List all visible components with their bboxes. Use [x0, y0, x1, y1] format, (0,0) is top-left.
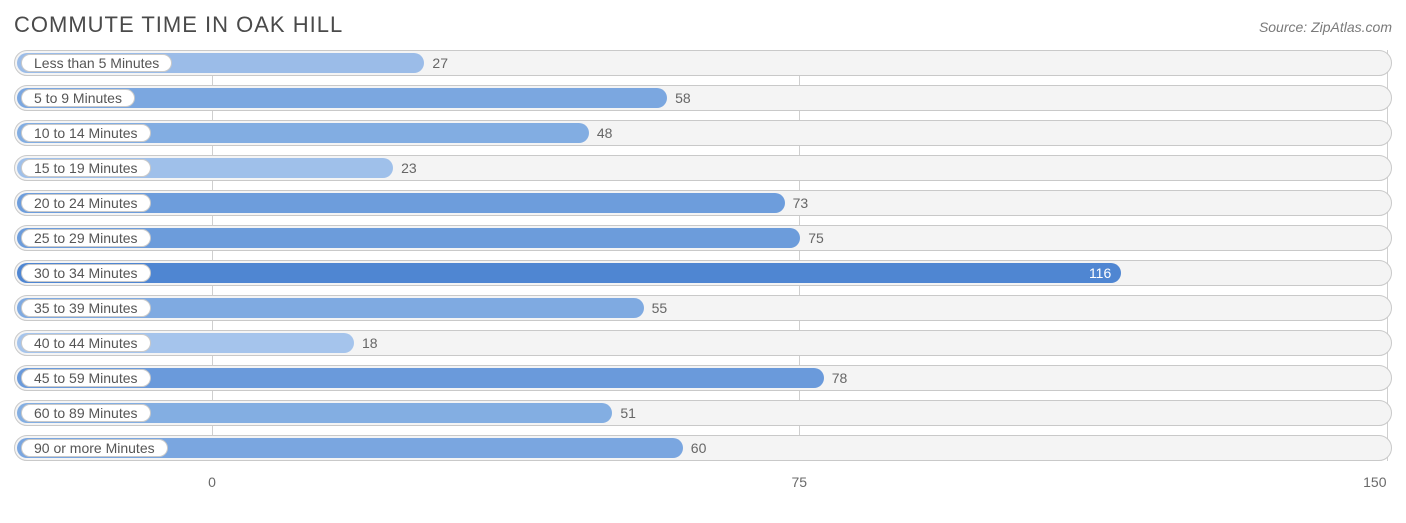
x-tick-label: 0 [208, 474, 216, 490]
bar-value-label: 75 [808, 226, 824, 250]
bar-value-label: 55 [652, 296, 668, 320]
bar-track: 40 to 44 Minutes 18 [14, 330, 1392, 356]
bar-track: 60 to 89 Minutes 51 [14, 400, 1392, 426]
bar-value-label: 78 [832, 366, 848, 390]
bar-track: 25 to 29 Minutes 75 [14, 225, 1392, 251]
bar-category-label: 20 to 24 Minutes [21, 194, 151, 212]
bar-category-label: 5 to 9 Minutes [21, 89, 135, 107]
bar-category-label: 90 or more Minutes [21, 439, 168, 457]
bar-category-label: 10 to 14 Minutes [21, 124, 151, 142]
bar-track: 10 to 14 Minutes 48 [14, 120, 1392, 146]
bar-track: Less than 5 Minutes 27 [14, 50, 1392, 76]
bar-track: 35 to 39 Minutes 55 [14, 295, 1392, 321]
bar-category-label: 45 to 59 Minutes [21, 369, 151, 387]
chart-title: COMMUTE TIME IN OAK HILL [14, 12, 343, 38]
bar-track: 5 to 9 Minutes 58 [14, 85, 1392, 111]
bar-value-label: 18 [362, 331, 378, 355]
bar-track: 15 to 19 Minutes 23 [14, 155, 1392, 181]
bar-track: 20 to 24 Minutes 73 [14, 190, 1392, 216]
bar-value-label: 23 [401, 156, 417, 180]
plot-area: Less than 5 Minutes 27 5 to 9 Minutes 58 10 … [14, 50, 1392, 498]
chart-container: COMMUTE TIME IN OAK HILL Source: ZipAtla… [0, 0, 1406, 523]
bar-value-label: 58 [675, 86, 691, 110]
bar-category-label: Less than 5 Minutes [21, 54, 172, 72]
x-tick-label: 75 [791, 474, 807, 490]
title-row: COMMUTE TIME IN OAK HILL Source: ZipAtla… [14, 12, 1392, 38]
bar-category-label: 30 to 34 Minutes [21, 264, 151, 282]
bar-value-label: 48 [597, 121, 613, 145]
bar-fill [17, 263, 1121, 283]
bar-track: 90 or more Minutes 60 [14, 435, 1392, 461]
bar-value-label: 116 [1089, 261, 1111, 285]
bar-category-label: 40 to 44 Minutes [21, 334, 151, 352]
bar-category-label: 60 to 89 Minutes [21, 404, 151, 422]
bar-category-label: 35 to 39 Minutes [21, 299, 151, 317]
chart-source: Source: ZipAtlas.com [1259, 19, 1392, 35]
x-axis: 0 75 150 [14, 470, 1392, 498]
bar-value-label: 60 [691, 436, 707, 460]
bar-track: 45 to 59 Minutes 78 [14, 365, 1392, 391]
bar-category-label: 15 to 19 Minutes [21, 159, 151, 177]
bar-track: 30 to 34 Minutes 116 [14, 260, 1392, 286]
bars-group: Less than 5 Minutes 27 5 to 9 Minutes 58 10 … [14, 50, 1392, 461]
x-tick-label: 150 [1363, 474, 1386, 490]
bar-value-label: 73 [793, 191, 809, 215]
bar-value-label: 51 [620, 401, 636, 425]
bar-value-label: 27 [432, 51, 448, 75]
bar-category-label: 25 to 29 Minutes [21, 229, 151, 247]
